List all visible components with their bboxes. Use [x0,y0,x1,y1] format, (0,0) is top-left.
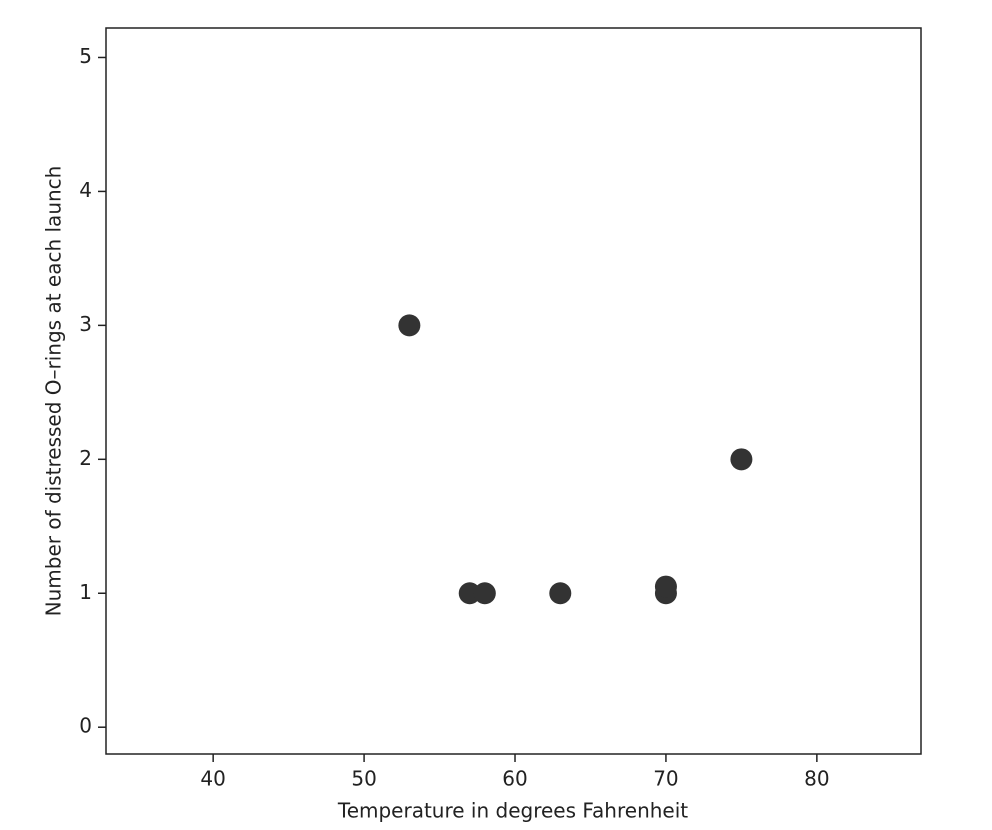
point [398,314,421,337]
x-tick-label: 70 [653,767,678,791]
x-tick-label: 60 [502,767,527,791]
x-tick-label: 50 [351,767,376,791]
y-tick-label: 0 [79,714,92,738]
point [549,582,572,605]
point [473,582,496,605]
plot-frame [105,27,922,755]
x-tick-label: 40 [200,767,225,791]
point [654,575,677,598]
point [458,582,481,605]
x-tick-label: 80 [804,767,829,791]
point [730,448,753,471]
x-axis-label: Temperature in degrees Fahrenheit [337,799,688,823]
y-tick-label: 3 [79,312,92,336]
y-tick-label: 1 [79,580,92,604]
y-tick-label: 4 [79,178,92,202]
y-tick-label: 5 [79,44,92,68]
y-tick-label: 2 [79,446,92,470]
y-axis-label: Number of distressed O–rings at each lau… [42,166,66,617]
